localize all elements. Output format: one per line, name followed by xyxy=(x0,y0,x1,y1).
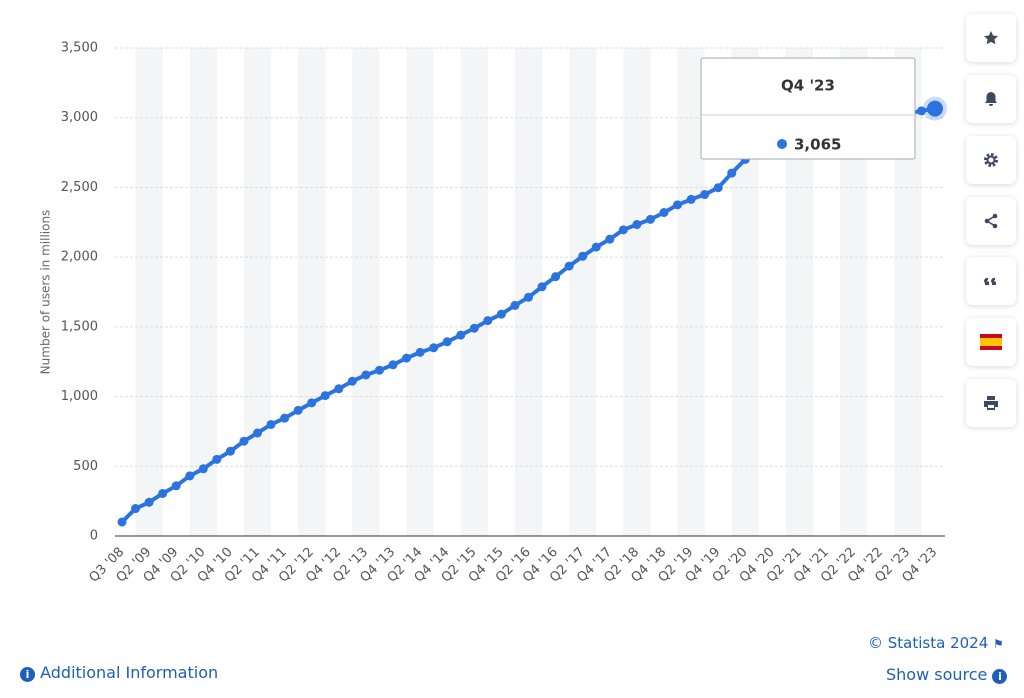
tooltip-title: Q4 '23 xyxy=(781,77,835,95)
point xyxy=(361,370,371,380)
point xyxy=(700,190,710,200)
settings-button[interactable] xyxy=(966,136,1016,184)
point xyxy=(916,106,926,116)
stripe xyxy=(135,48,163,536)
copyright-text: © Statista 2024 xyxy=(868,634,989,652)
point xyxy=(645,214,655,224)
point xyxy=(117,517,127,527)
point xyxy=(591,242,601,252)
point xyxy=(927,100,943,117)
point xyxy=(198,464,208,474)
point xyxy=(496,309,506,319)
stripe xyxy=(243,48,272,536)
point xyxy=(551,272,561,282)
point xyxy=(144,497,154,507)
point xyxy=(510,300,520,310)
point xyxy=(280,413,290,423)
y-tick-label: 0 xyxy=(90,529,98,544)
point xyxy=(713,183,723,193)
point xyxy=(131,504,141,514)
copyright: © Statista 2024 ⚑ xyxy=(868,634,1004,652)
point xyxy=(334,384,344,394)
point xyxy=(524,292,533,302)
point xyxy=(388,360,398,370)
stripe xyxy=(677,48,705,536)
y-tick-label: 2,500 xyxy=(61,180,98,195)
tooltip-value: 3,065 xyxy=(794,136,841,154)
tooltip-dot xyxy=(777,139,787,149)
point xyxy=(578,251,588,261)
point xyxy=(632,220,642,230)
point xyxy=(415,347,425,357)
point xyxy=(537,282,547,292)
point xyxy=(456,330,466,340)
point xyxy=(374,365,384,375)
y-tick-label: 3,000 xyxy=(61,110,98,125)
point xyxy=(686,194,696,204)
language-button[interactable] xyxy=(966,318,1016,366)
point xyxy=(158,488,168,498)
y-tick-label: 1,000 xyxy=(61,389,98,404)
point xyxy=(347,376,357,386)
point xyxy=(618,225,628,235)
point xyxy=(320,391,330,401)
show-source-text: Show source xyxy=(886,665,988,684)
additional-info-text: Additional Information xyxy=(40,663,219,682)
point xyxy=(402,353,412,363)
tooltip: Q4 '23 3,065 xyxy=(700,57,916,160)
point xyxy=(429,343,439,353)
point xyxy=(239,436,249,446)
show-source[interactable]: Show source i xyxy=(886,665,1008,684)
y-tick-label: 2,000 xyxy=(61,250,98,265)
stripe xyxy=(623,48,651,536)
y-tick-label: 1,500 xyxy=(61,319,98,334)
point xyxy=(185,471,195,481)
point xyxy=(307,398,317,408)
cite-button[interactable] xyxy=(966,257,1016,305)
point xyxy=(659,208,669,218)
stripe xyxy=(569,48,597,536)
point xyxy=(483,316,493,326)
additional-info[interactable]: i Additional Information xyxy=(20,663,218,682)
point xyxy=(212,454,222,464)
stripe xyxy=(406,48,434,536)
stripe xyxy=(189,48,217,536)
notify-button[interactable] xyxy=(966,75,1016,123)
point xyxy=(253,428,262,438)
print-button[interactable] xyxy=(966,379,1016,427)
point xyxy=(727,168,737,178)
y-tick-label: 3,500 xyxy=(61,41,98,56)
favorite-button[interactable] xyxy=(966,14,1016,62)
point xyxy=(225,446,235,456)
point xyxy=(564,261,574,271)
point xyxy=(442,337,452,347)
point xyxy=(605,234,615,244)
y-axis-label: Number of users in millions xyxy=(39,210,53,375)
tooltip-box xyxy=(700,57,916,160)
point xyxy=(293,405,303,415)
point xyxy=(469,323,479,333)
point xyxy=(266,419,276,429)
y-tick-label: 500 xyxy=(73,459,98,474)
stripe xyxy=(352,48,380,536)
stripe xyxy=(460,48,488,536)
point xyxy=(673,200,683,210)
point xyxy=(171,481,181,491)
stripe xyxy=(298,48,326,536)
share-button[interactable] xyxy=(966,197,1016,245)
